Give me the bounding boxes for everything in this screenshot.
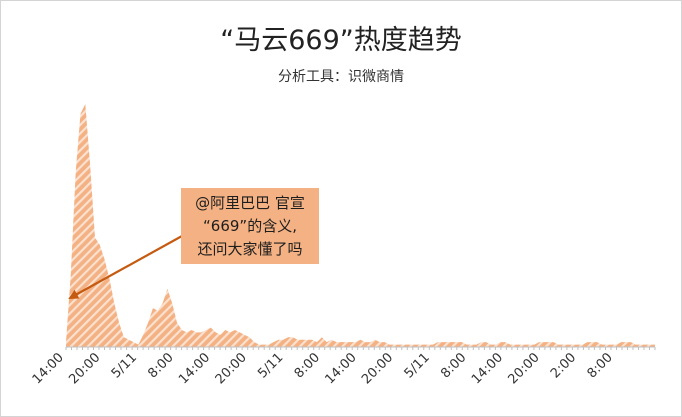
x-tick-label: 20:00 xyxy=(66,350,103,387)
chart-subtitle: 分析工具：识微商情 xyxy=(278,69,404,85)
x-tick-label: 14:00 xyxy=(323,350,360,387)
x-tick-label: 14:00 xyxy=(469,350,506,387)
x-tick-label: 14:00 xyxy=(176,350,213,387)
x-tick-label: 8:00 xyxy=(145,350,176,381)
x-tick-label: 5/11 xyxy=(255,350,286,381)
x-tick-label: 5/11 xyxy=(109,350,140,381)
annotation-callout: @阿里巴巴 官宣 “669”的含义, 还问大家懂了吗 xyxy=(181,188,319,264)
x-tick-label: 5/11 xyxy=(402,350,433,381)
x-tick-label: 8:00 xyxy=(292,350,323,381)
x-axis-ticks: 14:00 20:00 5/11 8:00 14:00 20:00 5/11 8:00 14:0… xyxy=(30,347,656,387)
x-tick-label: 14:00 xyxy=(30,350,67,387)
x-tick-label: 20:00 xyxy=(506,350,543,387)
x-tick-label: 8:00 xyxy=(438,350,469,381)
annotation-arrow xyxy=(68,235,183,299)
x-tick-label: 8:00 xyxy=(585,350,616,381)
x-tick-label: 2:00 xyxy=(548,350,579,381)
chart-title: “马云669”热度趋势 xyxy=(220,25,462,56)
x-tick-label: 20:00 xyxy=(213,350,250,387)
x-tick-label: 20:00 xyxy=(359,350,396,387)
heat-area-series xyxy=(66,104,655,347)
